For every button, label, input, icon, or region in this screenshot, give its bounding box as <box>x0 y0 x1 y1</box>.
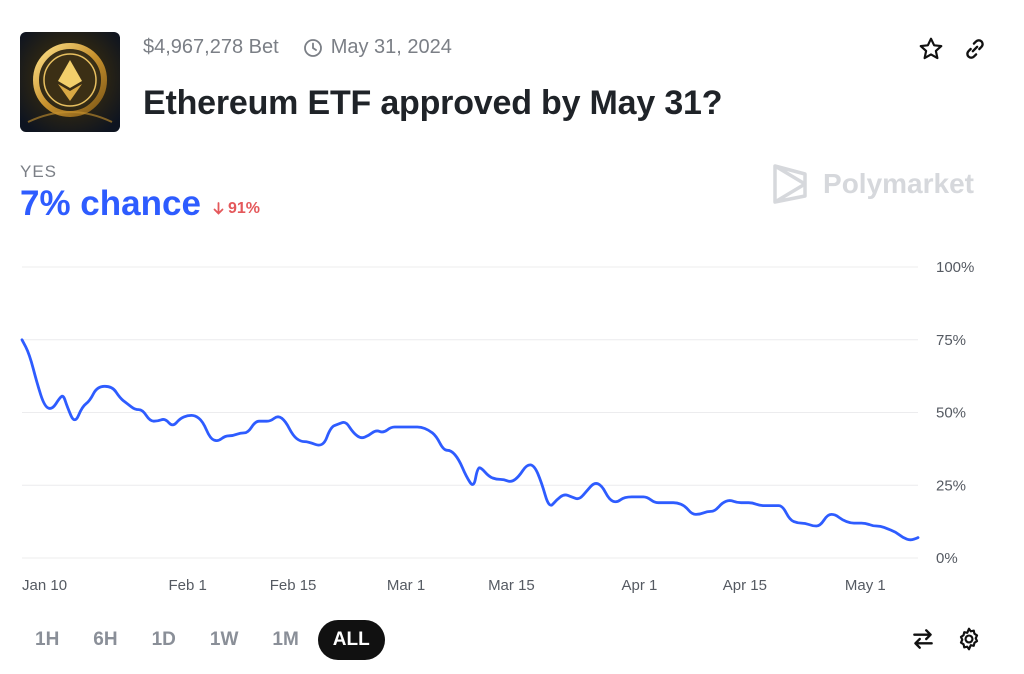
end-date-text: May 31, 2024 <box>330 36 452 58</box>
brand-name: Polymarket <box>823 168 974 199</box>
x-tick-label: Jan 10 <box>22 577 67 594</box>
time-range-1h-button[interactable]: 1H <box>35 629 60 650</box>
clock-icon <box>303 38 323 58</box>
swap-icon[interactable] <box>910 626 936 652</box>
market-title: Ethereum ETF approved by May 31? <box>143 84 723 122</box>
time-range-selector: 1H 6H 1D 1W 1M ALL <box>20 620 385 660</box>
x-tick-label: Mar 15 <box>488 577 535 594</box>
brand-watermark: Polymarket <box>771 162 974 206</box>
y-tick-label: 25% <box>936 477 966 494</box>
chance-block: 7% chance 91% <box>20 184 260 224</box>
header-actions <box>918 36 988 62</box>
y-tick-label: 50% <box>936 405 966 422</box>
gear-icon[interactable] <box>956 626 982 652</box>
price-history-chart: 100% 75% 50% 25% 0% Jan 10 Feb 1 Feb 15 Mar 1 Mar… <box>20 259 974 594</box>
x-tick-label: Apr 15 <box>723 577 767 594</box>
y-tick-label: 0% <box>936 550 958 567</box>
market-thumbnail <box>20 32 120 132</box>
x-tick-label: Feb 1 <box>168 577 206 594</box>
x-tick-label: Feb 15 <box>270 577 317 594</box>
change-indicator: 91% <box>213 200 260 218</box>
x-tick-label: May 1 <box>845 577 886 594</box>
time-range-1d-button[interactable]: 1D <box>151 629 176 650</box>
y-tick-label: 75% <box>936 332 966 349</box>
y-tick-label: 100% <box>936 259 974 276</box>
star-icon[interactable] <box>918 36 944 62</box>
chance-value: 7% chance <box>20 184 201 223</box>
yes-probability-line <box>20 338 920 542</box>
time-range-6h-button[interactable]: 6H <box>93 629 118 650</box>
x-tick-label: Mar 1 <box>387 577 425 594</box>
link-icon[interactable] <box>962 36 988 62</box>
change-value: 91% <box>227 199 260 217</box>
ethereum-coin-image <box>20 32 120 132</box>
market-meta: $4,967,278 Bet May 31, 2024 <box>143 36 452 59</box>
x-tick-label: Apr 1 <box>621 577 657 594</box>
volume-text: $4,967,278 Bet <box>143 36 279 58</box>
time-range-1w-button[interactable]: 1W <box>209 629 239 650</box>
time-range-1m-button[interactable]: 1M <box>272 629 299 650</box>
chart-tools <box>910 626 982 652</box>
time-range-all-button[interactable]: ALL <box>317 620 385 660</box>
polymarket-logo-icon <box>773 164 807 204</box>
arrow-down-icon <box>213 202 224 215</box>
outcome-label: YES <box>20 162 58 181</box>
